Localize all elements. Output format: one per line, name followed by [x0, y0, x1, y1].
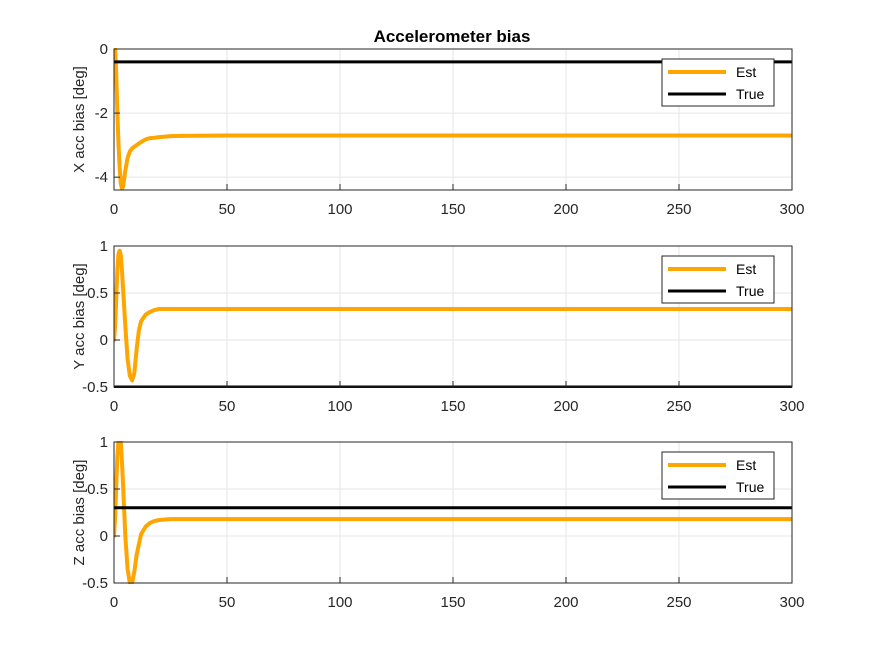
- x-tick-label: 150: [440, 398, 465, 415]
- y-tick-label: 1: [100, 238, 108, 255]
- y-tick-label: -2: [95, 105, 108, 122]
- legend: Est True: [661, 58, 775, 107]
- legend-box: [661, 255, 775, 304]
- figure-title: Accelerometer bias: [374, 27, 531, 46]
- x-tick-label: 50: [219, 201, 236, 218]
- x-tick-label: 300: [779, 201, 804, 218]
- legend: Est True: [661, 255, 775, 304]
- x-tick-label: 0: [110, 594, 118, 611]
- x-tick-label: 100: [327, 201, 352, 218]
- est-series-line: [114, 441, 792, 584]
- y-axis-label: Z acc bias [deg]: [71, 460, 88, 566]
- y-tick-label: -4: [95, 169, 108, 186]
- x-tick-label: 50: [219, 398, 236, 415]
- est-series-line: [114, 248, 792, 383]
- x-tick-label: 300: [779, 398, 804, 415]
- subplot-1: 0 50 100 150 200 250 300 0 -2 -4 X acc bias [deg] E…: [71, 41, 805, 218]
- y-tick-label: 0.5: [87, 481, 108, 498]
- y-tick-label: 0: [100, 41, 108, 58]
- y-tick-label: 0: [100, 528, 108, 545]
- legend-label-true: True: [736, 479, 764, 495]
- x-tick-label: 250: [666, 201, 691, 218]
- y-tick-label: 0: [100, 332, 108, 349]
- y-tick-label: -0.5: [82, 575, 108, 592]
- legend-label-true: True: [736, 283, 764, 299]
- x-tick-label: 250: [666, 398, 691, 415]
- legend-label-est: Est: [736, 457, 756, 473]
- legend-box: [661, 58, 775, 107]
- x-tick-label: 0: [110, 398, 118, 415]
- est-series-line: [114, 48, 792, 191]
- legend-label-est: Est: [736, 64, 756, 80]
- y-tick-label: 0.5: [87, 285, 108, 302]
- x-tick-label: 200: [553, 398, 578, 415]
- x-tick-label: 150: [440, 594, 465, 611]
- y-tick-label: 1: [100, 434, 108, 451]
- y-tick-label: -0.5: [82, 379, 108, 396]
- y-axis-label: X acc bias [deg]: [71, 66, 88, 173]
- x-tick-label: 100: [327, 594, 352, 611]
- legend: Est True: [661, 451, 775, 500]
- legend-box: [661, 451, 775, 500]
- x-tick-label: 200: [553, 594, 578, 611]
- x-tick-label: 300: [779, 594, 804, 611]
- x-tick-label: 50: [219, 594, 236, 611]
- x-tick-label: 0: [110, 201, 118, 218]
- legend-label-true: True: [736, 86, 764, 102]
- x-tick-label: 150: [440, 201, 465, 218]
- x-tick-label: 250: [666, 594, 691, 611]
- y-axis-label: Y acc bias [deg]: [71, 263, 88, 369]
- x-tick-label: 200: [553, 201, 578, 218]
- legend-label-est: Est: [736, 261, 756, 277]
- x-tick-label: 100: [327, 398, 352, 415]
